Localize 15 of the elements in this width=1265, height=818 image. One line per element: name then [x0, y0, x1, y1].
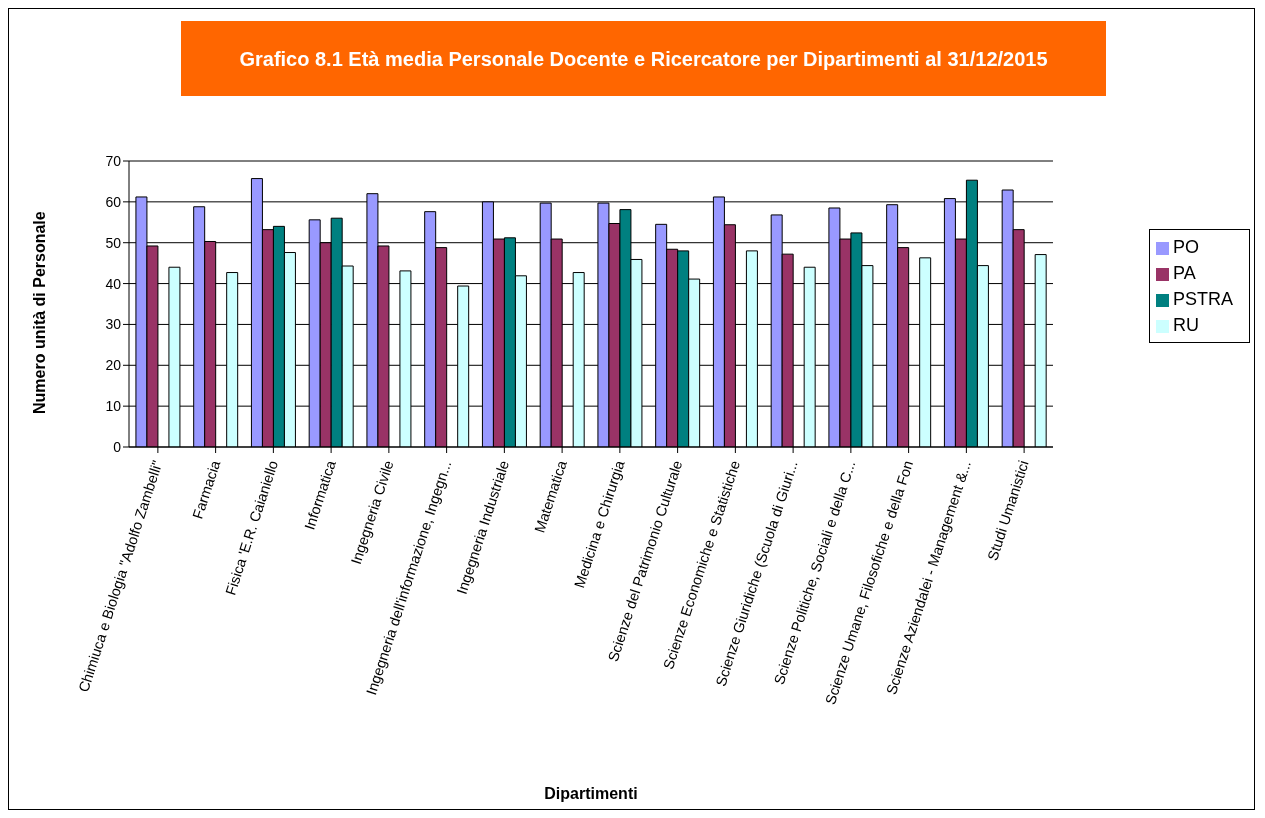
x-axis-title: Dipartimenti [544, 785, 638, 802]
y-tick-label: 70 [105, 152, 122, 169]
y-tick-label: 40 [105, 275, 122, 292]
legend-label: PSTRA [1172, 289, 1233, 309]
y-tick-label: 60 [105, 193, 122, 210]
y-tick-label: 30 [105, 316, 122, 333]
y-axis-title: Numero unità di Personale [30, 211, 48, 414]
legend-label: RU [1172, 315, 1199, 335]
chart-title: Grafico 8.1 Età media Personale Docente e Ricercatore per Dipartimenti al 31/12/2015 [239, 46, 1048, 72]
y-tick-label: 10 [105, 398, 122, 415]
legend-label: PO [1172, 237, 1199, 257]
y-tick-label: 50 [105, 234, 122, 251]
y-tick-label: 20 [105, 357, 122, 374]
y-tick-label: 0 [113, 438, 122, 455]
legend-label: PA [1172, 263, 1196, 283]
